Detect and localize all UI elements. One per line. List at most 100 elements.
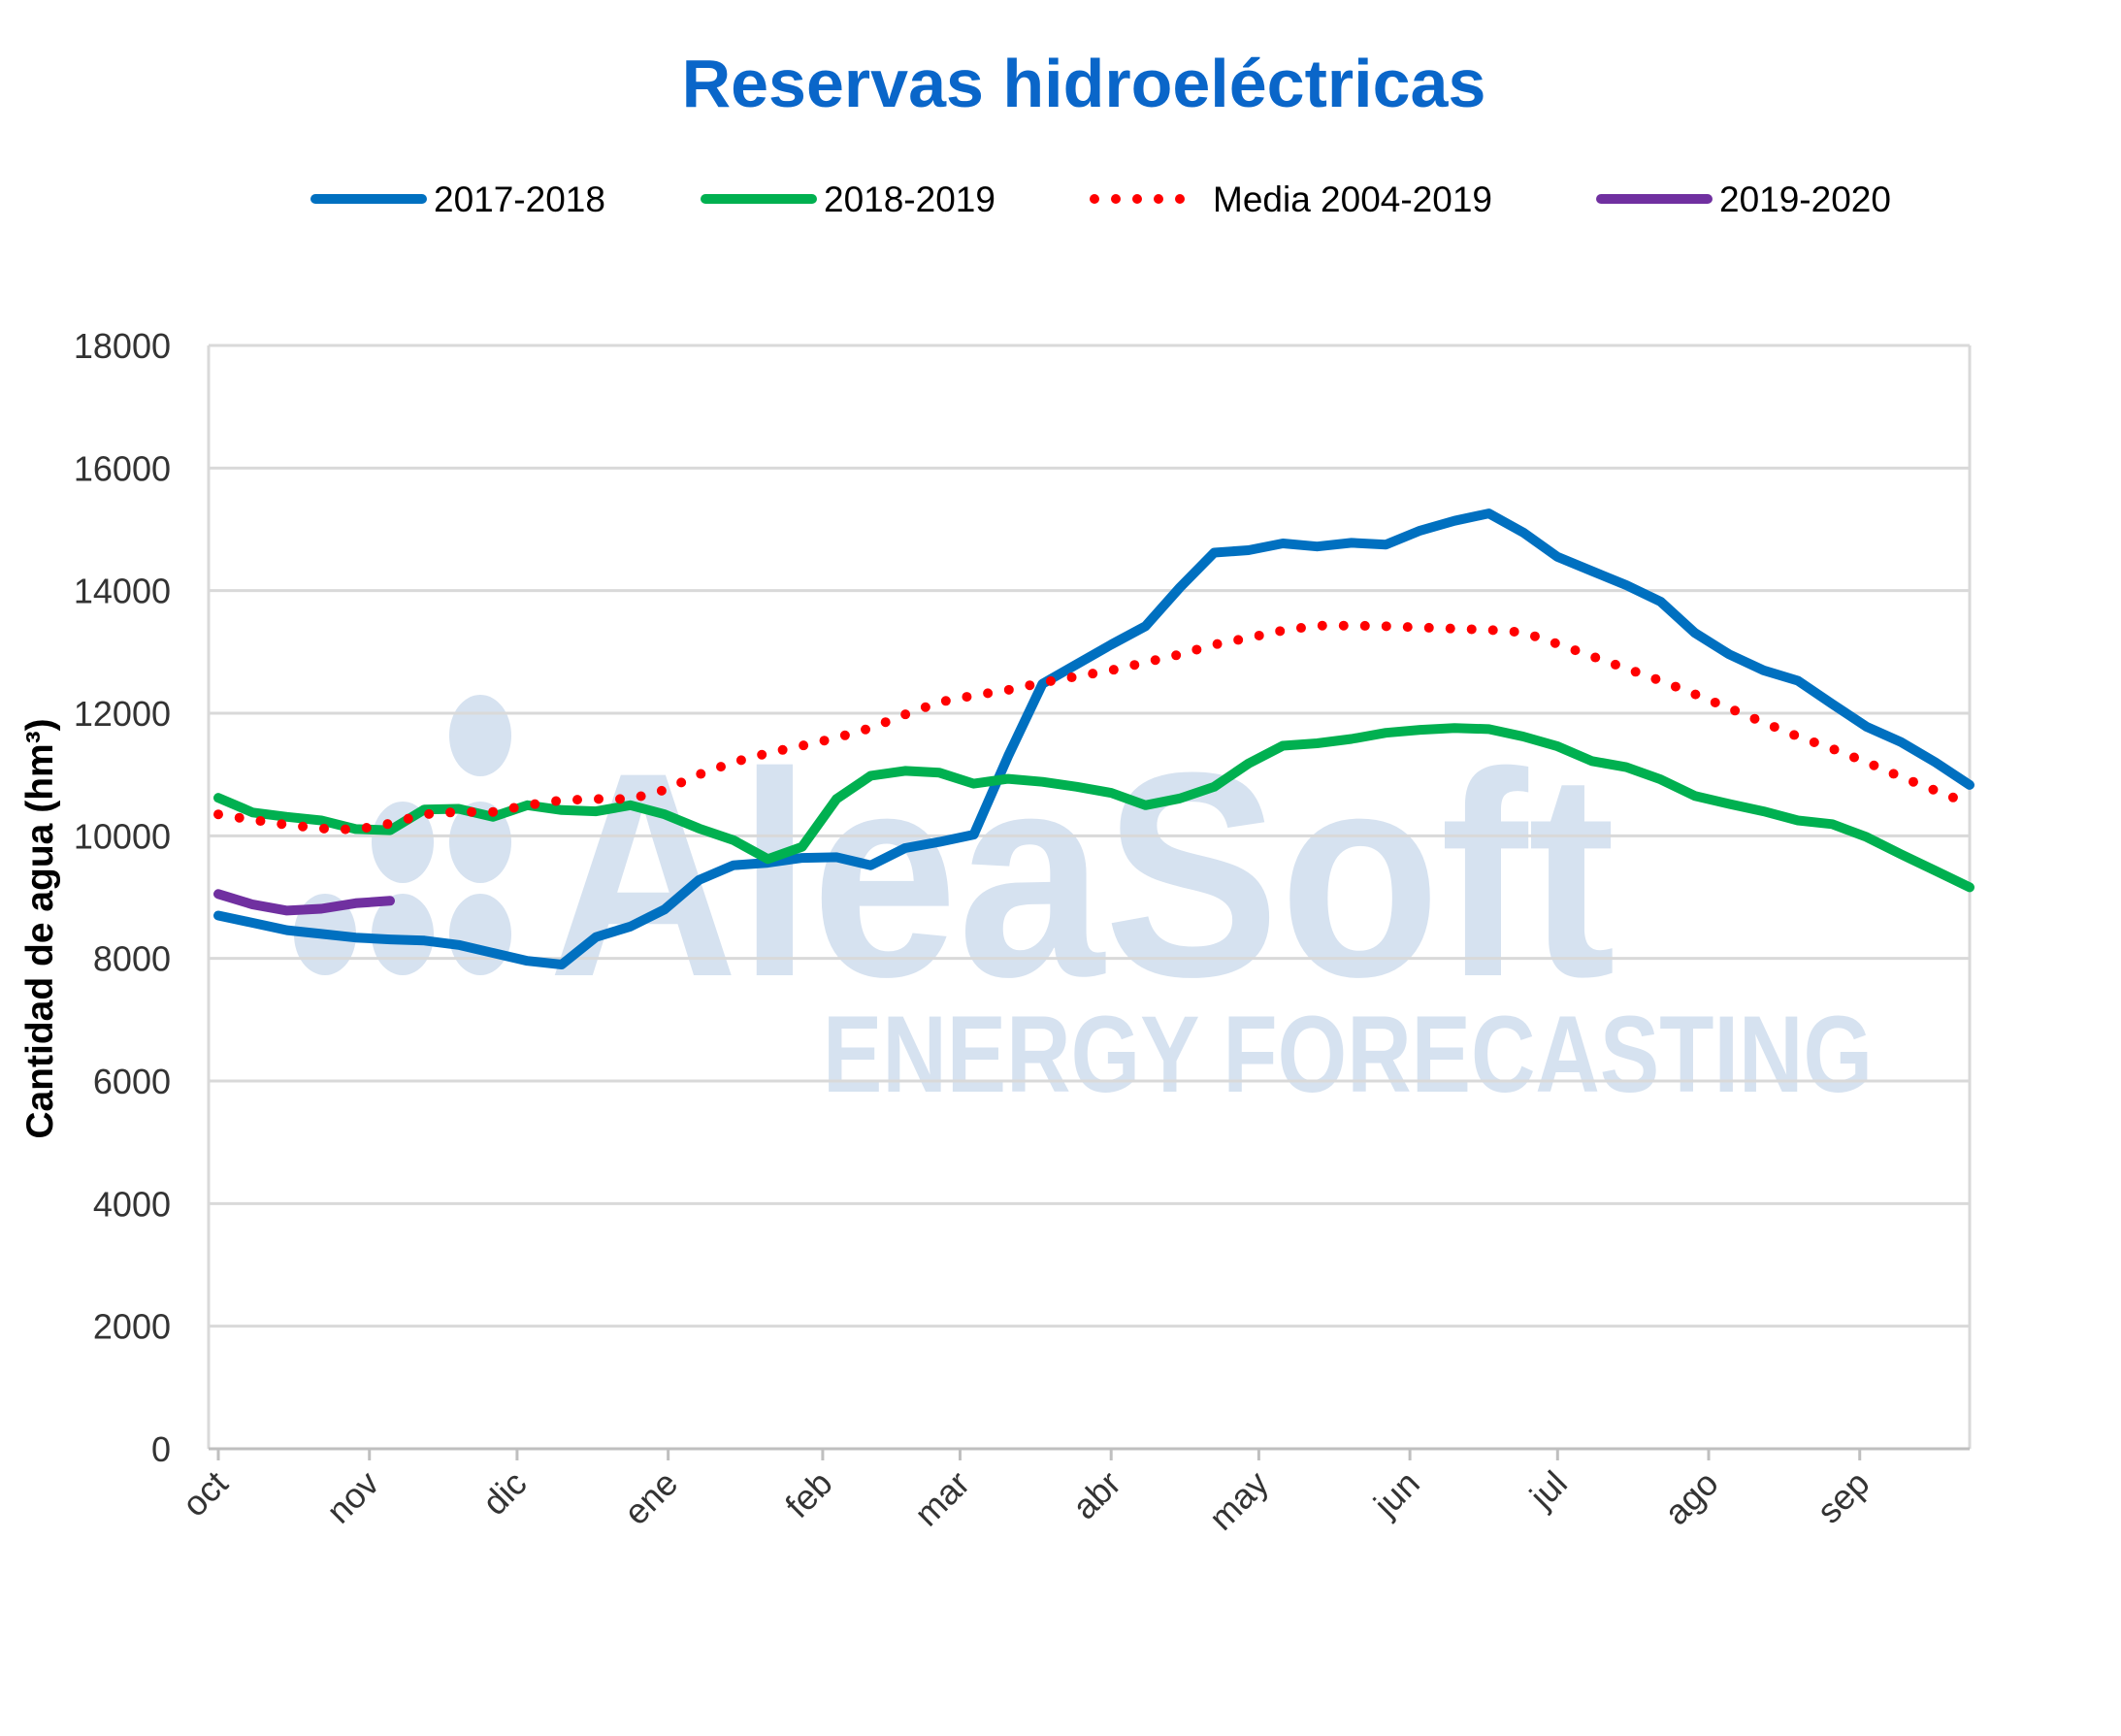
data-point (870, 728, 871, 729)
data-point (1660, 680, 1661, 681)
data-point (836, 799, 837, 800)
data-point (1626, 585, 1627, 586)
data-point (1798, 680, 1799, 681)
data-point (252, 923, 253, 924)
data-point (321, 828, 322, 829)
data-point (1111, 793, 1112, 794)
data-point (1076, 664, 1077, 665)
data-point (1935, 762, 1936, 763)
data-point (1832, 824, 1833, 825)
data-point (665, 814, 666, 815)
data-point (1660, 602, 1661, 603)
data-point (1317, 743, 1318, 744)
data-point (1008, 690, 1009, 691)
data-point (767, 859, 768, 860)
data-point (1557, 746, 1558, 747)
watermark-dot (449, 894, 511, 975)
data-point (1180, 587, 1181, 588)
data-point (424, 814, 425, 815)
data-point (1866, 726, 1867, 727)
data-point (561, 965, 562, 966)
data-point (836, 857, 837, 858)
data-point (1283, 745, 1284, 746)
data-point (1626, 668, 1627, 669)
data-point (1866, 762, 1867, 763)
data-point (1763, 670, 1764, 671)
data-point (1386, 626, 1387, 627)
data-point (1729, 803, 1730, 804)
series-line-2019-2020 (213, 889, 395, 916)
data-point (1970, 803, 1971, 804)
y-tick-label: 12000 (74, 694, 171, 734)
data-point (390, 830, 391, 831)
x-tick-label: mar (906, 1463, 977, 1534)
data-point (1660, 779, 1661, 780)
y-axis-label: Cantidad de agua (hm³) (19, 718, 61, 1138)
data-point (1351, 625, 1352, 626)
data-point (1970, 784, 1971, 785)
data-point (561, 800, 562, 801)
y-tick-label: 16000 (74, 448, 171, 488)
data-point (1351, 738, 1352, 739)
data-point (458, 944, 459, 945)
series-line-2017-2018 (213, 508, 1974, 969)
data-point (286, 816, 287, 817)
data-point (801, 858, 802, 859)
data-point (1351, 542, 1352, 543)
data-point (286, 910, 287, 911)
data-point (527, 961, 528, 962)
data-point (390, 939, 391, 940)
data-point (561, 809, 562, 810)
data-point (630, 799, 631, 800)
data-point (939, 772, 940, 773)
data-point (1488, 630, 1489, 631)
data-point (458, 811, 459, 812)
data-point (355, 902, 356, 903)
y-tick-label: 8000 (93, 939, 171, 979)
data-point (321, 820, 322, 821)
data-point (1454, 628, 1455, 629)
data-point (458, 808, 459, 809)
data-point (939, 841, 940, 842)
data-point (493, 811, 494, 812)
data-point (973, 783, 974, 784)
data-point (1488, 729, 1489, 730)
data-point (801, 846, 802, 847)
data-point (1283, 543, 1284, 544)
data-point (1042, 683, 1043, 684)
data-point (1214, 644, 1215, 645)
data-point (973, 695, 974, 696)
data-point (218, 915, 219, 916)
data-point (1557, 643, 1558, 644)
data-point (1454, 728, 1455, 729)
data-point (527, 804, 528, 805)
data-point (1008, 778, 1009, 779)
data-point (1111, 644, 1112, 645)
data-point (1832, 748, 1833, 749)
data-point (1935, 790, 1936, 791)
data-point (1180, 654, 1181, 655)
legend-label: Media 2004-2019 (1213, 180, 1492, 219)
y-tick-label: 10000 (74, 816, 171, 856)
data-point (1522, 632, 1523, 633)
x-tick-label: ene (616, 1463, 685, 1532)
data-point (1214, 786, 1215, 787)
data-point (1591, 761, 1592, 762)
data-point (665, 909, 666, 910)
legend-label: 2019-2020 (1719, 180, 1891, 219)
data-point (596, 811, 597, 812)
data-point (252, 904, 253, 905)
data-point (1386, 733, 1387, 734)
data-point (904, 770, 905, 771)
data-point (1694, 633, 1695, 634)
data-point (1626, 767, 1627, 768)
data-point (596, 936, 597, 937)
data-point (699, 879, 700, 880)
data-point (1591, 656, 1592, 657)
series-group (213, 508, 1974, 969)
data-point (1386, 544, 1387, 545)
watermark-tagline: ENERGY FORECASTING (823, 994, 1873, 1115)
data-point (733, 865, 734, 866)
data-point (1866, 836, 1867, 837)
